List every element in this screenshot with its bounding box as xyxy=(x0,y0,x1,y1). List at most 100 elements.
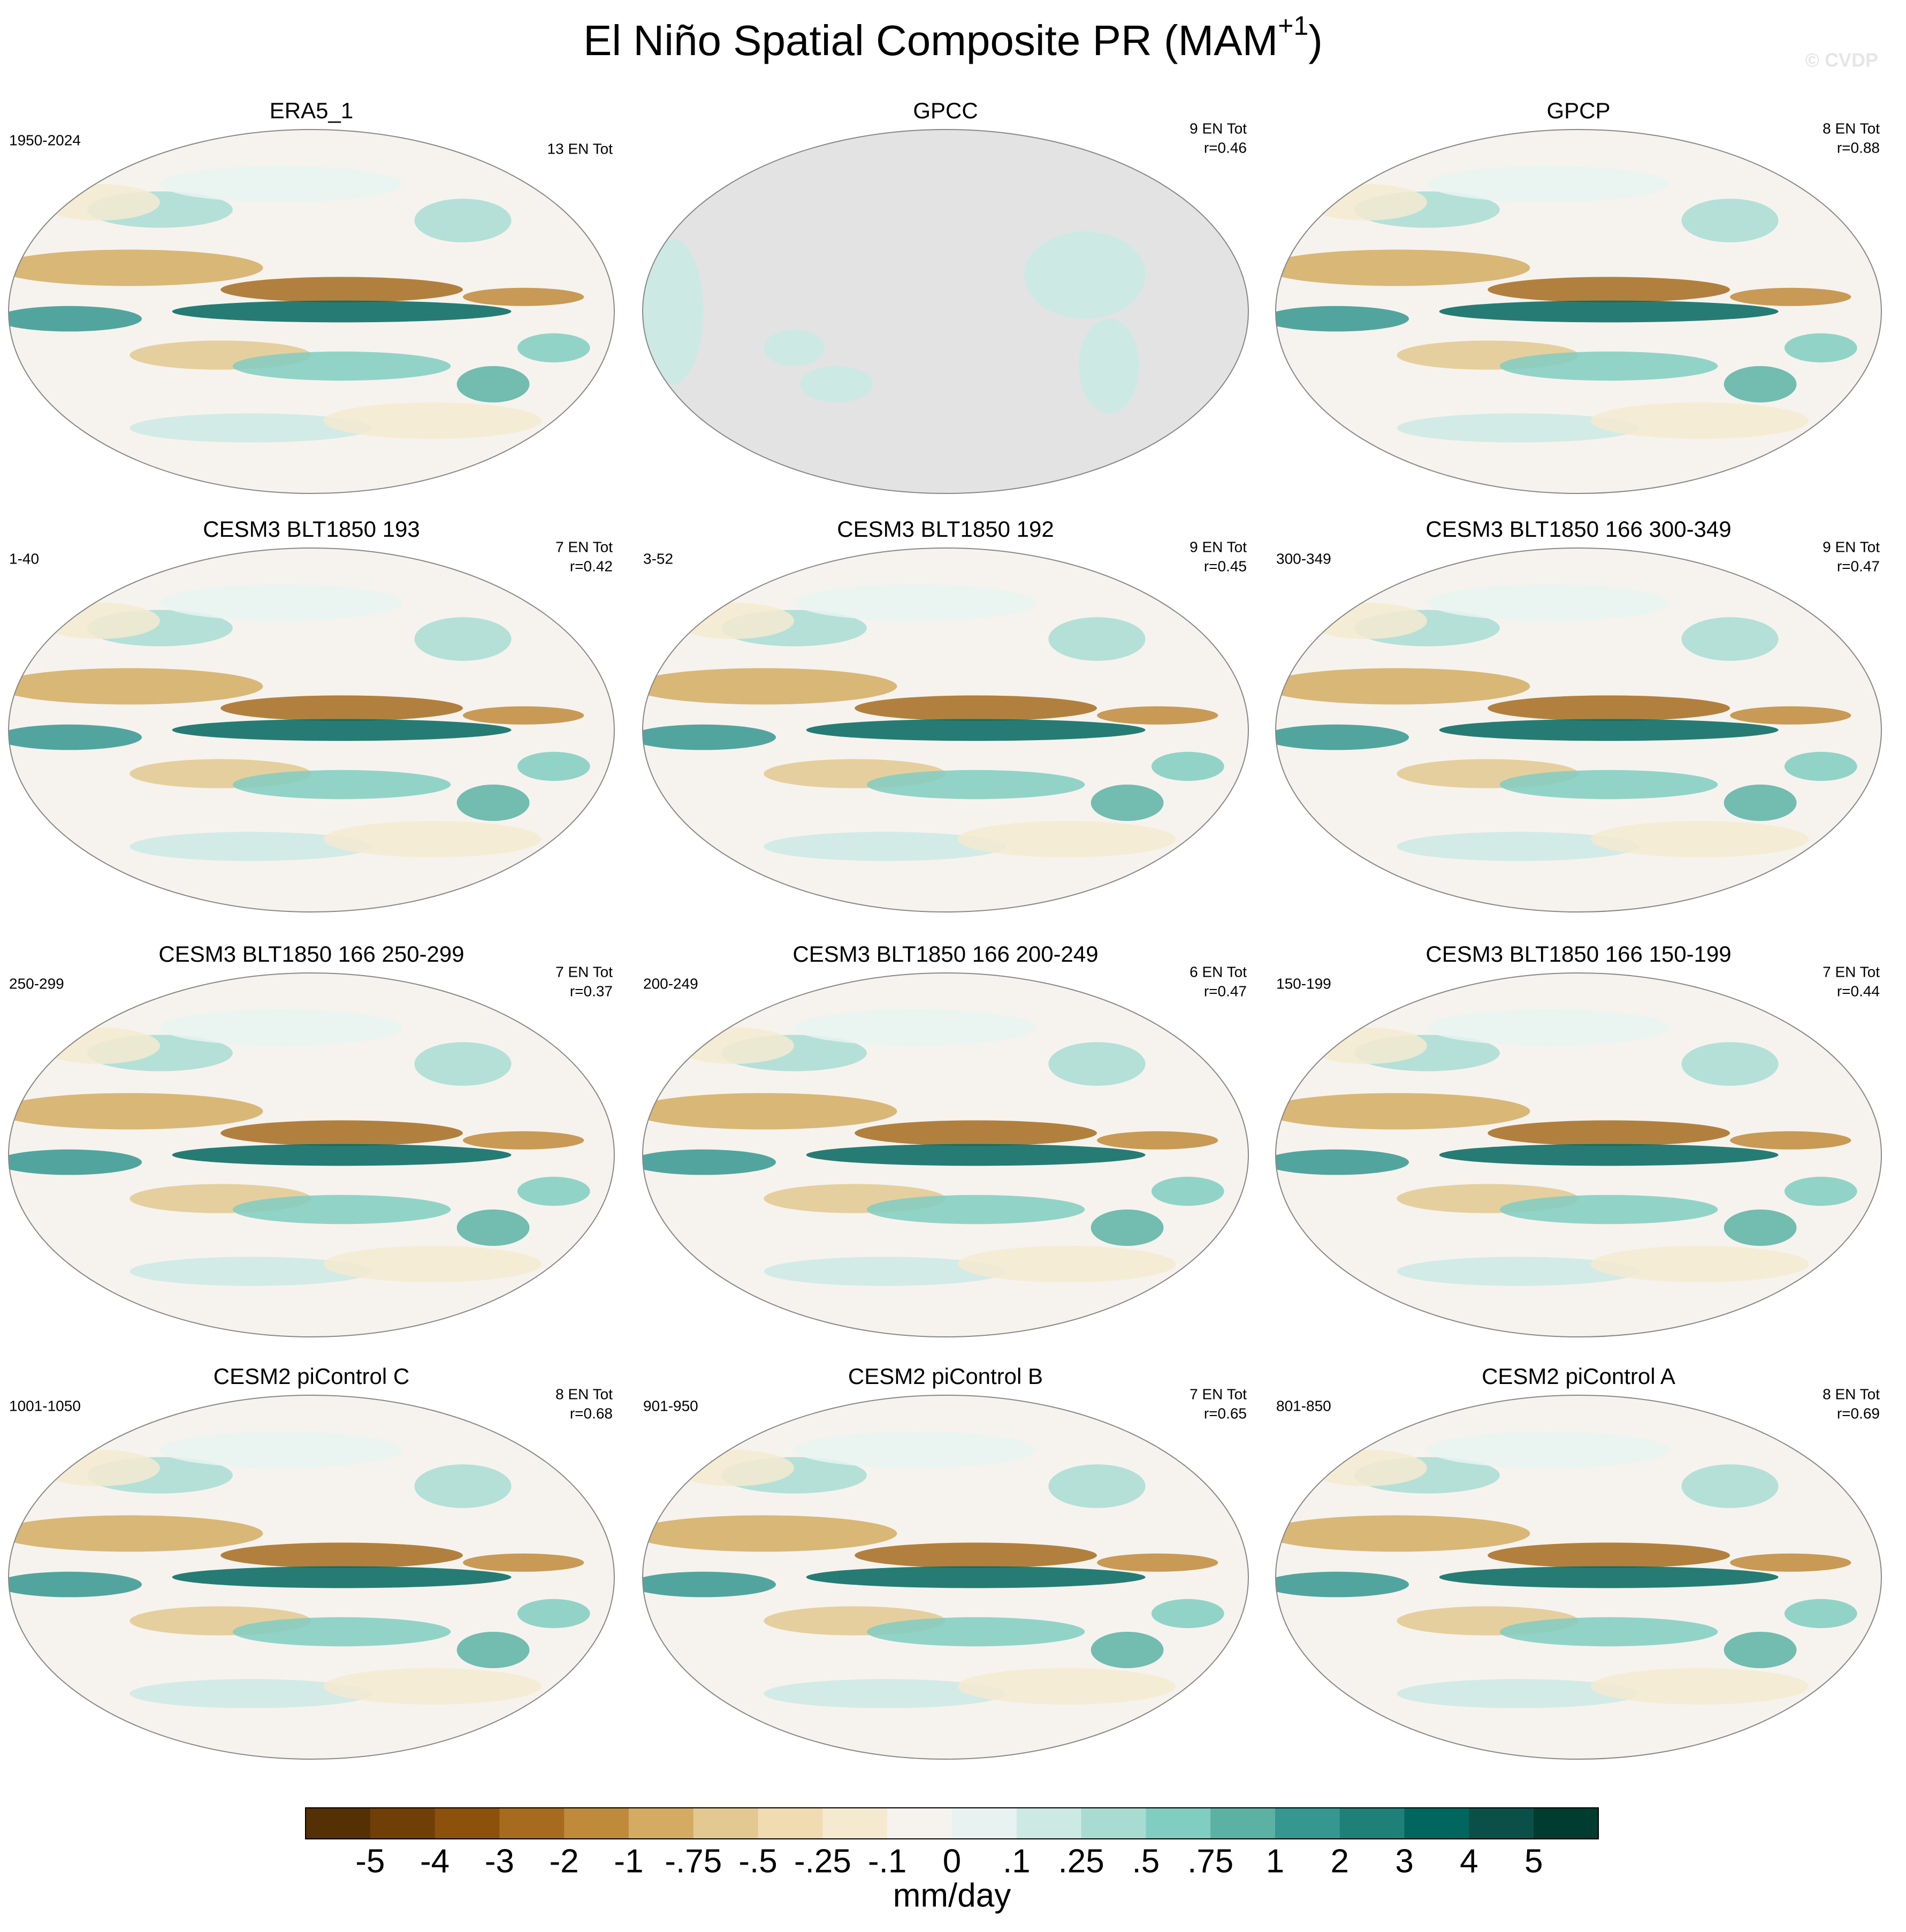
panel-right-label: r=0.68 xyxy=(570,1405,613,1421)
panel-right-label: r=0.47 xyxy=(1204,983,1247,999)
map-shading xyxy=(957,1668,1176,1705)
panel-title: ERA5_1 xyxy=(270,98,353,123)
panel-right-label: 13 EN Tot xyxy=(547,140,613,157)
map-background xyxy=(643,130,1248,493)
panel-title: CESM3 BLT1850 193 xyxy=(203,516,420,542)
panel-right-label: 7 EN Tot xyxy=(1190,1386,1247,1402)
map-shading xyxy=(1488,1120,1730,1146)
colorbar-label: -5 xyxy=(355,1843,385,1880)
colorbar-box xyxy=(693,1808,759,1839)
panel-left-label: 250-299 xyxy=(9,975,64,992)
map-shading xyxy=(160,1432,402,1468)
map-outline xyxy=(8,547,615,912)
map-shading xyxy=(9,1093,263,1130)
map-shading xyxy=(172,719,512,741)
panel-right-label: 9 EN Tot xyxy=(1823,538,1880,555)
map-shading xyxy=(1276,1515,1530,1552)
map-shading xyxy=(160,584,402,621)
panel-right-label: 9 EN Tot xyxy=(1190,538,1247,555)
panel-right-label: r=0.45 xyxy=(1204,558,1247,574)
map-shading xyxy=(794,1432,1036,1468)
colorbar-label: .25 xyxy=(1058,1843,1104,1880)
map-shading xyxy=(1439,1144,1779,1166)
map-shading xyxy=(220,1120,463,1146)
map-shading xyxy=(1091,1210,1164,1246)
map-shading xyxy=(1724,785,1797,821)
panel-title: CESM2 piControl C xyxy=(214,1364,409,1389)
map-outline xyxy=(1275,972,1882,1337)
map xyxy=(9,973,614,1337)
map-shading xyxy=(794,584,1036,621)
map-shading xyxy=(1439,300,1779,323)
map-shading xyxy=(1397,832,1640,861)
panel-left-label: 901-950 xyxy=(643,1397,698,1414)
map xyxy=(1276,973,1881,1337)
colorbar-outline xyxy=(305,1807,1599,1839)
map-shading xyxy=(1097,1131,1218,1150)
map-shading xyxy=(1784,751,1857,781)
map-shading xyxy=(643,1571,776,1598)
map xyxy=(643,548,1248,912)
map-shading xyxy=(673,1028,795,1064)
panel-left-label: 801-850 xyxy=(1276,1397,1331,1414)
map-shading xyxy=(1499,770,1718,800)
colorbar-label: -3 xyxy=(485,1843,514,1880)
panel-right-label: 7 EN Tot xyxy=(555,963,613,980)
map-shading xyxy=(1048,617,1146,661)
map-shading xyxy=(414,199,512,242)
colorbar-box xyxy=(564,1808,629,1839)
map-shading xyxy=(866,770,1085,800)
colorbar-label: 1 xyxy=(1266,1843,1284,1880)
map-shading xyxy=(1276,668,1530,705)
map-shading xyxy=(456,366,530,402)
map-shading xyxy=(9,724,142,750)
panel-right-label: r=0.88 xyxy=(1837,139,1880,156)
map-shading xyxy=(1397,413,1640,443)
title-text: El Niño Spatial Composite PR (MAM xyxy=(583,17,1278,64)
map-outline xyxy=(642,972,1249,1337)
map-shading xyxy=(39,603,160,639)
colorbar-box xyxy=(434,1808,500,1839)
map-shading xyxy=(323,402,542,439)
colorbar-label: .5 xyxy=(1132,1843,1160,1880)
map-shading xyxy=(1276,249,1530,286)
map xyxy=(9,548,614,912)
colorbar-box xyxy=(1146,1808,1211,1839)
map-shading xyxy=(1306,184,1427,220)
map-shading xyxy=(129,1257,372,1286)
colorbar-label: 2 xyxy=(1331,1843,1349,1880)
colorbar-label: -.5 xyxy=(738,1843,777,1880)
map-shading xyxy=(643,1093,897,1130)
land xyxy=(643,239,704,384)
map-shading xyxy=(1306,1028,1427,1064)
map xyxy=(643,973,1248,1337)
colorbar-label: .1 xyxy=(1003,1843,1031,1880)
map-shading xyxy=(1590,821,1809,857)
map-shading xyxy=(9,1571,142,1598)
panel-left-label: 150-199 xyxy=(1276,975,1331,992)
colorbar-box xyxy=(370,1808,436,1839)
panel-right-label: r=0.44 xyxy=(1837,983,1880,999)
map-shading xyxy=(456,785,530,821)
map-shading xyxy=(1048,1464,1146,1508)
map xyxy=(9,1395,614,1759)
map-shading xyxy=(323,821,542,857)
map-shading xyxy=(1439,719,1779,741)
colorbar-box xyxy=(1210,1808,1276,1839)
map-shading xyxy=(1427,1432,1669,1468)
panel-right-label: r=0.42 xyxy=(570,558,613,574)
map-shading xyxy=(9,306,142,332)
map-shading xyxy=(463,287,584,306)
map-shading xyxy=(9,249,263,286)
panel-left-label: 1-40 xyxy=(9,550,39,567)
panel-right-label: 8 EN Tot xyxy=(1823,120,1880,136)
map-outline xyxy=(1275,129,1882,494)
land xyxy=(800,366,873,402)
map-shading xyxy=(1306,603,1427,639)
map-shading xyxy=(794,1009,1036,1046)
map-outline xyxy=(642,547,1249,912)
map-shading xyxy=(129,1679,372,1708)
land xyxy=(1079,318,1140,414)
colorbar-label: -4 xyxy=(420,1843,449,1880)
